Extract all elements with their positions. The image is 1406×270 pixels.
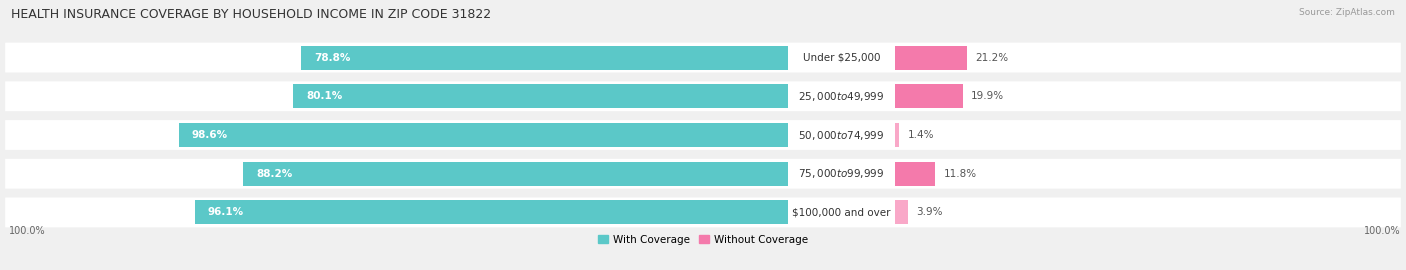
Text: 21.2%: 21.2% [976, 53, 1008, 63]
Bar [894, 46, 967, 70]
Text: $50,000 to $74,999: $50,000 to $74,999 [799, 129, 884, 141]
Bar [894, 162, 935, 186]
FancyBboxPatch shape [6, 198, 1400, 227]
Text: $75,000 to $99,999: $75,000 to $99,999 [799, 167, 884, 180]
Bar [179, 123, 789, 147]
Text: $25,000 to $49,999: $25,000 to $49,999 [799, 90, 884, 103]
Bar [243, 162, 789, 186]
Bar [301, 46, 789, 70]
Text: $100,000 and over: $100,000 and over [792, 207, 891, 217]
Legend: With Coverage, Without Coverage: With Coverage, Without Coverage [593, 231, 813, 249]
Text: 88.2%: 88.2% [256, 169, 292, 179]
Bar [894, 123, 900, 147]
Text: 3.9%: 3.9% [917, 207, 943, 217]
Text: 78.8%: 78.8% [314, 53, 350, 63]
Bar [194, 200, 789, 224]
Text: 100.0%: 100.0% [8, 227, 45, 237]
Text: 98.6%: 98.6% [191, 130, 228, 140]
FancyBboxPatch shape [6, 43, 1400, 72]
Bar [894, 84, 963, 108]
Text: 11.8%: 11.8% [943, 169, 977, 179]
Text: HEALTH INSURANCE COVERAGE BY HOUSEHOLD INCOME IN ZIP CODE 31822: HEALTH INSURANCE COVERAGE BY HOUSEHOLD I… [11, 8, 491, 21]
Text: 100.0%: 100.0% [1364, 227, 1400, 237]
Bar [894, 200, 908, 224]
Text: 19.9%: 19.9% [972, 91, 1004, 101]
FancyBboxPatch shape [6, 81, 1400, 111]
Text: Source: ZipAtlas.com: Source: ZipAtlas.com [1299, 8, 1395, 17]
Text: 1.4%: 1.4% [908, 130, 935, 140]
Text: 96.1%: 96.1% [207, 207, 243, 217]
FancyBboxPatch shape [6, 159, 1400, 189]
Bar [294, 84, 789, 108]
FancyBboxPatch shape [6, 120, 1400, 150]
Text: 80.1%: 80.1% [307, 91, 343, 101]
Text: Under $25,000: Under $25,000 [803, 53, 880, 63]
